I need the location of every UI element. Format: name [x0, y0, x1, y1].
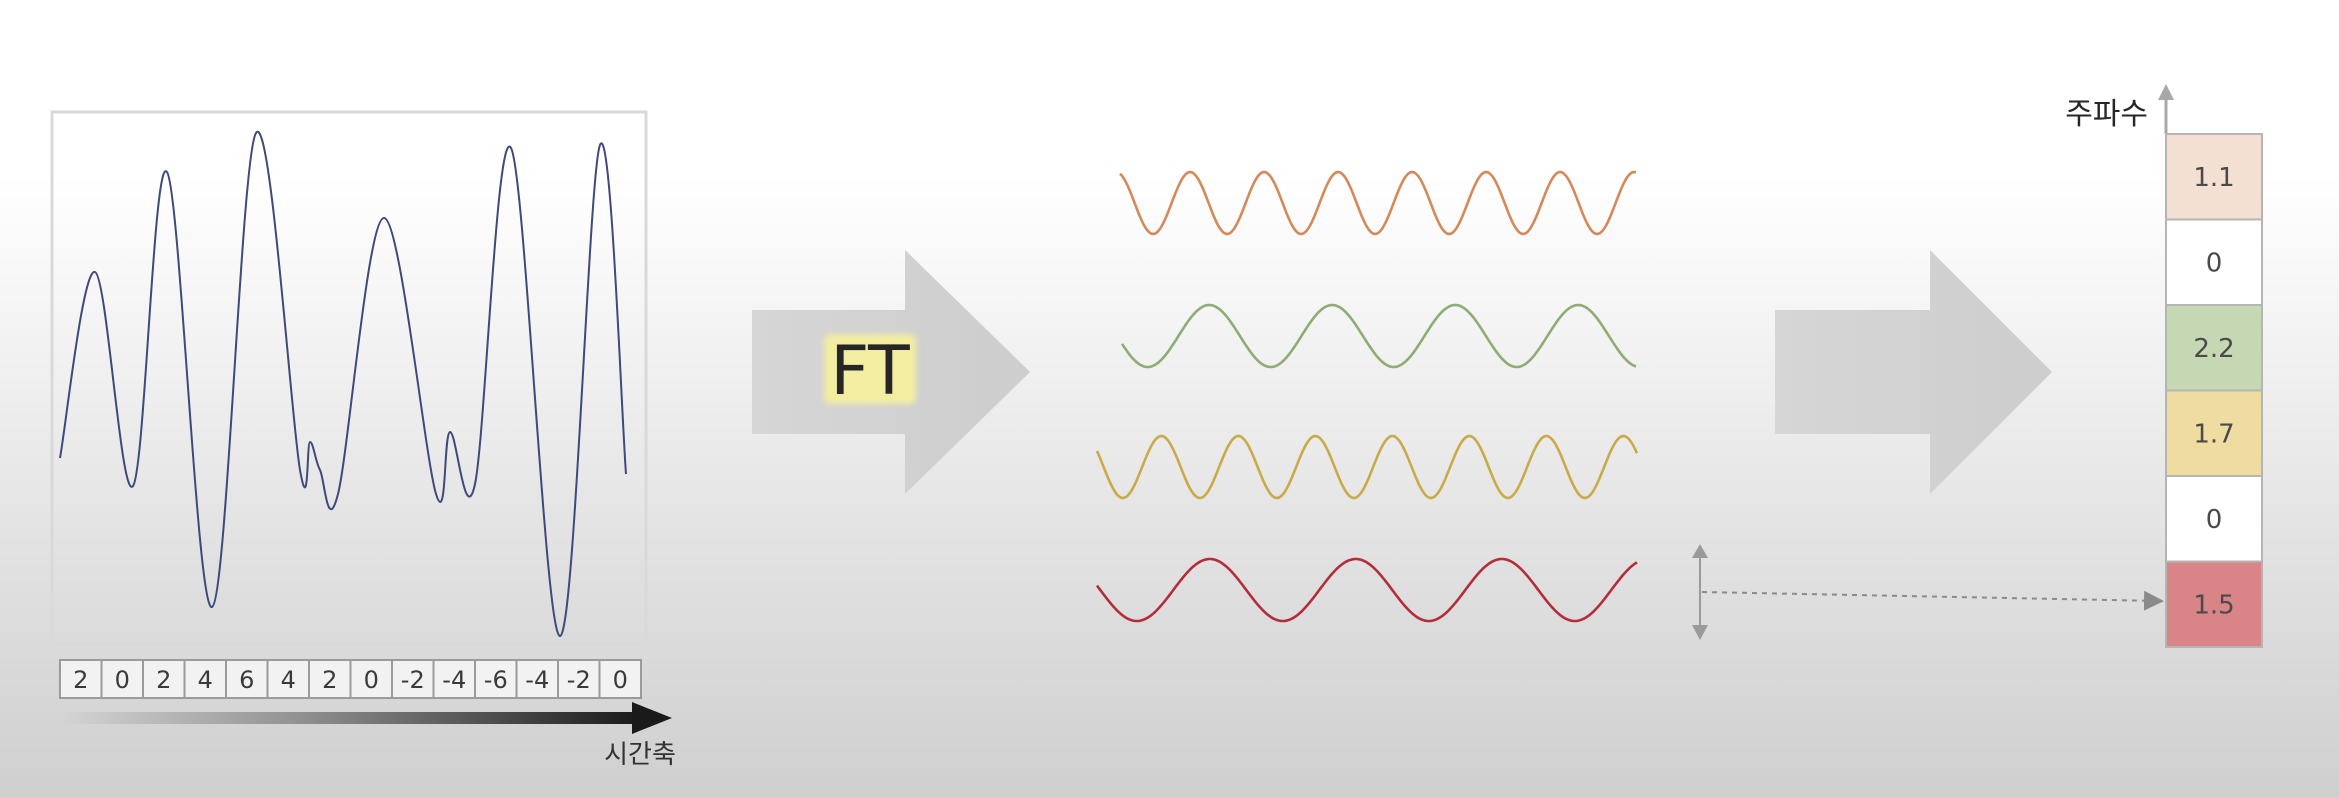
component-waves: [1097, 172, 1637, 621]
time-sample-cell: -2: [558, 660, 600, 698]
time-sample-cell: 0: [102, 660, 144, 698]
time-sample-value: 4: [281, 666, 296, 694]
time-sample-value: 0: [115, 666, 130, 694]
time-sample-row: 2 0 2 4 6 4 2 0 -2 -4 -6 -4 -2 0: [60, 660, 641, 698]
spectrum-bin: 1.1: [2166, 134, 2262, 220]
time-sample-cell: 0: [351, 660, 393, 698]
time-axis-label: 시간축: [604, 740, 676, 770]
time-axis-arrow-body: [60, 712, 640, 724]
time-sample-value: 0: [364, 666, 379, 694]
time-sample-value: 2: [156, 666, 171, 694]
time-sample-value: 4: [198, 666, 213, 694]
ft-label: FT: [830, 332, 910, 411]
time-sample-value: 2: [322, 666, 337, 694]
time-sample-value: -6: [484, 666, 508, 694]
time-axis-arrowhead: [632, 702, 672, 734]
amplitude-arrow-down: [1692, 625, 1708, 640]
amplitude-arrow-up: [1692, 544, 1708, 558]
time-sample-value: 6: [239, 666, 254, 694]
time-sample-value: 0: [613, 666, 628, 694]
spectrum-bins: 1.1 0 2.2 1.7 0 1.5: [2166, 134, 2262, 647]
time-sample-cell: 4: [268, 660, 310, 698]
fourier-transform-arrow: FT: [752, 250, 1030, 494]
spectrum-arrow: [1775, 250, 2052, 494]
spectrum-bin: 1.7: [2166, 391, 2262, 477]
orange-wave: [1120, 172, 1636, 234]
time-sample-cell: 0: [600, 660, 642, 698]
time-sample-value: -2: [567, 666, 591, 694]
green-wave: [1122, 305, 1636, 367]
time-sample-cell: 4: [185, 660, 227, 698]
time-sample-cell: 2: [143, 660, 185, 698]
time-sample-cell: -6: [475, 660, 517, 698]
frequency-axis-arrowhead: [2158, 84, 2174, 100]
spectrum-bin: 0: [2166, 476, 2262, 562]
signal-frame: [52, 112, 646, 644]
yellow-wave: [1097, 436, 1637, 498]
time-sample-cell: -4: [517, 660, 559, 698]
time-sample-cell: 6: [226, 660, 268, 698]
time-axis: 시간축: [60, 702, 676, 770]
spectrum-bin-value: 1.1: [2193, 163, 2234, 193]
spectrum-bin-value: 2.2: [2193, 334, 2234, 364]
spectrum-bin: 0: [2166, 220, 2262, 306]
spectrum-bin-value: 1.5: [2193, 590, 2234, 620]
spectrum-bin-value: 1.7: [2193, 419, 2234, 449]
spectrum-bin: 1.5: [2166, 562, 2262, 648]
amplitude-link-dashed: [1702, 592, 2160, 601]
spectrum-bin-value: 0: [2206, 505, 2223, 535]
time-sample-value: -4: [442, 666, 466, 694]
frequency-spectrum: 주파수 1.1 0 2.2 1.7 0 1.5: [2065, 84, 2262, 647]
spectrum-bin-value: 0: [2206, 248, 2223, 278]
time-sample-value: 2: [73, 666, 88, 694]
time-sample-value: -4: [525, 666, 549, 694]
spectrum-bin: 2.2: [2166, 305, 2262, 391]
time-sample-cell: 2: [309, 660, 351, 698]
time-sample-cell: -2: [392, 660, 434, 698]
time-sample-value: -2: [401, 666, 425, 694]
time-sample-cell: 2: [60, 660, 102, 698]
frequency-axis-label: 주파수: [2065, 97, 2148, 132]
time-signal-curve: [60, 132, 626, 636]
red-wave: [1097, 559, 1637, 621]
time-signal-panel: [52, 112, 646, 644]
time-sample-cell: -4: [434, 660, 476, 698]
amplitude-indicator: [1692, 544, 2160, 640]
